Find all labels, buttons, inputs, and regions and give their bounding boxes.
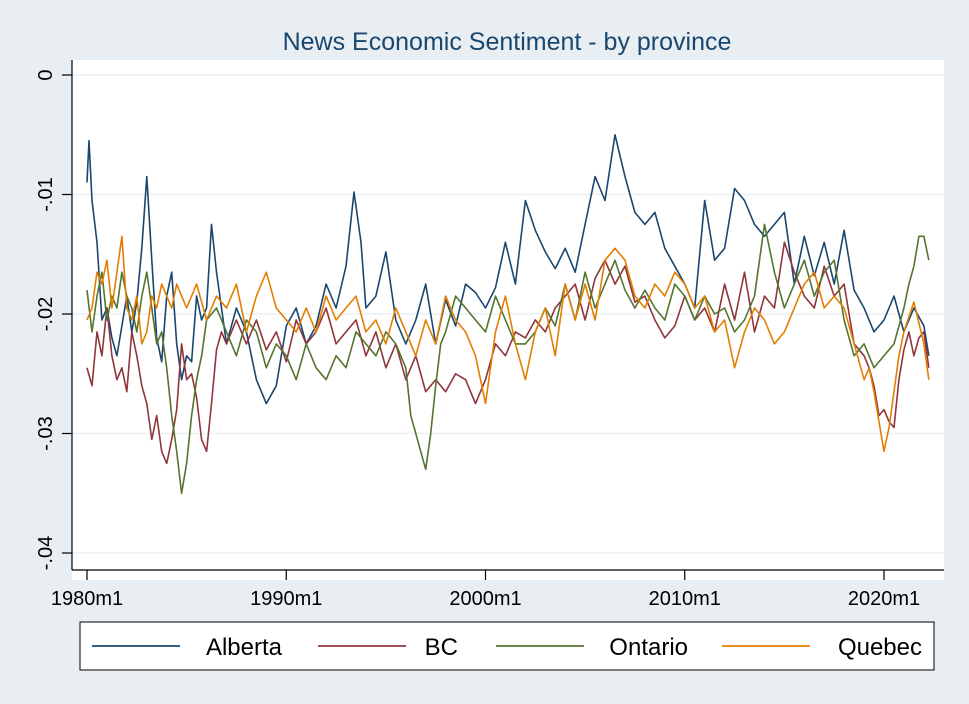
series-lines <box>86 134 930 495</box>
x-tick-label: 1980m1 <box>51 588 123 610</box>
y-tick-label: -.03 <box>35 416 57 450</box>
x-tick-label: 2010m1 <box>649 588 721 610</box>
legend-label-ontario: Ontario <box>609 634 688 661</box>
grid-lines <box>72 74 944 554</box>
legend: Alberta BC Ontario Quebec <box>92 634 922 661</box>
chart-title: News Economic Sentiment - by province <box>283 28 732 56</box>
legend-label-bc: BC <box>425 634 458 661</box>
y-tick-label: 0 <box>35 69 57 80</box>
x-tick-label: 2020m1 <box>848 588 920 610</box>
legend-label-quebec: Quebec <box>838 634 922 661</box>
plot-area <box>72 60 944 580</box>
x-tick-label: 1990m1 <box>250 588 322 610</box>
y-tick-label: -.04 <box>35 536 57 570</box>
legend-label-alberta: Alberta <box>206 634 283 661</box>
series-line-quebec <box>86 235 930 453</box>
y-tick-label: -.01 <box>35 177 57 211</box>
x-tick-label: 2000m1 <box>449 588 521 610</box>
y-axis: 0 -.01 -.02 -.03 -.04 <box>35 60 73 570</box>
y-tick-label: -.02 <box>35 297 57 331</box>
series-line-ontario <box>86 223 930 495</box>
x-axis: 1980m1 1990m1 2000m1 2010m1 2020m1 <box>51 569 944 610</box>
